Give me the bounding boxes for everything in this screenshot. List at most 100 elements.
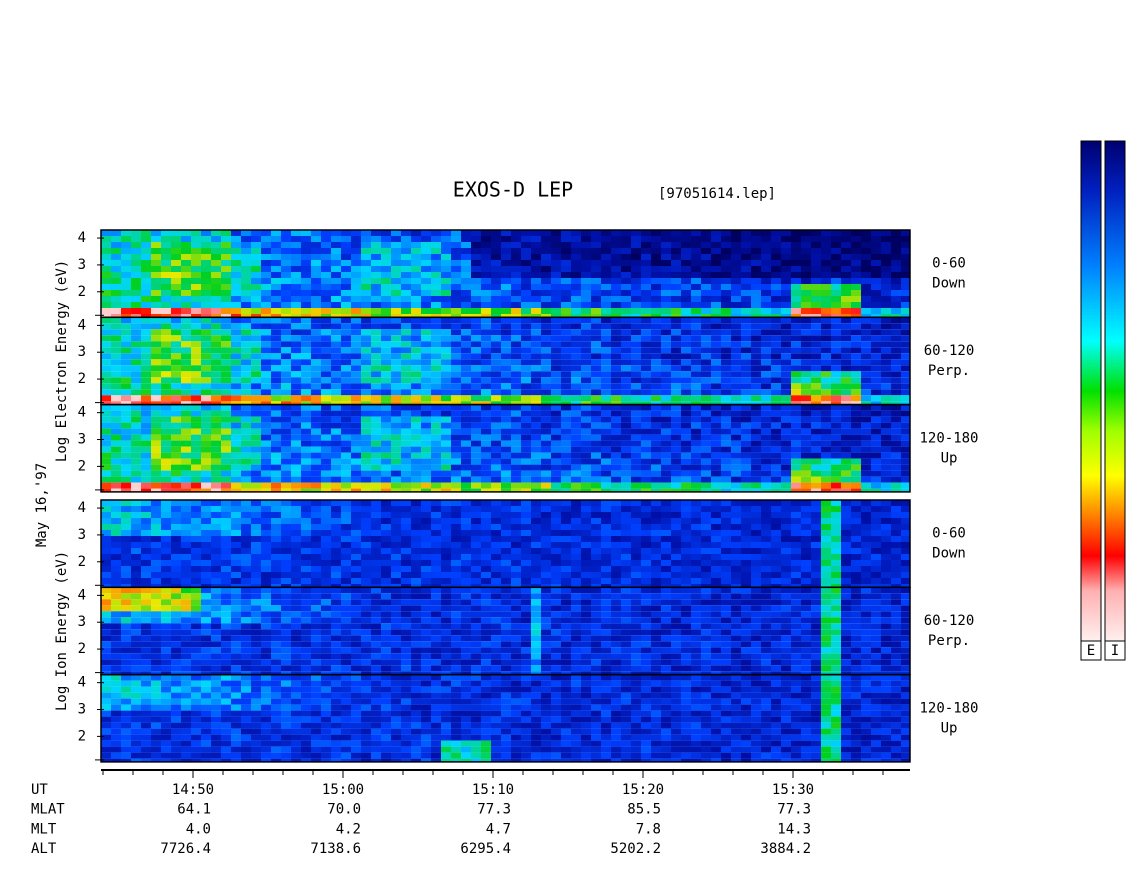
spectrogram-cell [701, 482, 711, 489]
spectrogram-cell [501, 500, 511, 506]
spectrogram-cell [481, 260, 491, 266]
spectrogram-cell [321, 542, 331, 548]
spectrogram-cell [471, 236, 481, 242]
spectrogram-cell [701, 371, 711, 378]
spectrogram-cell [481, 548, 491, 554]
spectrogram-cell [741, 272, 751, 278]
spectrogram-cell [841, 566, 851, 572]
spectrogram-cell [831, 314, 841, 318]
spectrogram-cell [461, 446, 471, 453]
spectrogram-cell [871, 401, 881, 405]
spectrogram-cell [871, 335, 881, 342]
spectrogram-cell [871, 242, 881, 248]
spectrogram-cell [871, 389, 881, 396]
spectrogram-cell [291, 470, 301, 477]
spectrogram-cell [391, 554, 401, 560]
spectrogram-cell [641, 530, 651, 536]
spectrogram-cell [421, 428, 431, 435]
spectrogram-cell [651, 488, 661, 492]
spectrogram-cell [531, 488, 541, 492]
spectrogram-cell [291, 365, 301, 372]
spectrogram-cell [481, 278, 491, 284]
spectrogram-cell [431, 242, 441, 248]
spectrogram-cell [551, 428, 561, 435]
spectrogram-cell [231, 542, 241, 548]
spectrogram-cell [671, 530, 681, 536]
spectrogram-cell [491, 572, 501, 578]
spectrogram-cell [811, 347, 821, 354]
spectrogram-cell [481, 347, 491, 354]
spectrogram-cell [191, 548, 201, 554]
spectrogram-cell [841, 242, 851, 248]
spectrogram-cell [161, 242, 171, 248]
spectrogram-cell [361, 242, 371, 248]
spectrogram-cell [131, 560, 141, 566]
spectrogram-cell [701, 242, 711, 248]
spectrogram-cell [111, 476, 121, 483]
spectrogram-cell [231, 410, 241, 417]
spectrogram-cell [641, 482, 651, 489]
spectrogram-cell [881, 353, 891, 360]
spectrogram-cell [531, 317, 541, 324]
spectrogram-cell [241, 317, 251, 324]
spectrogram-cell [141, 308, 151, 314]
spectrogram-cell [151, 383, 161, 390]
spectrogram-cell [131, 278, 141, 284]
spectrogram-cell [391, 506, 401, 512]
spectrogram-cell [691, 230, 701, 236]
spectrogram-cell [651, 236, 661, 242]
spectrogram-cell [281, 365, 291, 372]
spectrogram-cell [251, 260, 261, 266]
spectrogram-cell [371, 428, 381, 435]
spectrogram-cell [811, 542, 821, 548]
spectrogram-cell [201, 296, 211, 302]
spectrogram-cell [171, 524, 181, 530]
spectrogram-cell [621, 572, 631, 578]
spectrogram-cell [411, 404, 421, 411]
spectrogram-cell [101, 488, 111, 492]
spectrogram-cell [491, 284, 501, 290]
spectrogram-cell [211, 512, 221, 518]
spectrogram-cell [801, 428, 811, 435]
spectrogram-cell [341, 308, 351, 314]
spectrogram-cell [681, 242, 691, 248]
spectrogram-cell [751, 578, 761, 584]
spectrogram-cell [461, 284, 471, 290]
spectrogram-cell [271, 248, 281, 254]
spectrogram-cell [731, 548, 741, 554]
spectrogram-cell [391, 278, 401, 284]
spectrogram-cell [641, 290, 651, 296]
spectrogram-cell [391, 296, 401, 302]
spectrogram-cell [291, 308, 301, 314]
spectrogram-cell [781, 578, 791, 584]
spectrogram-cell [421, 572, 431, 578]
spectrogram-cell [901, 512, 910, 518]
spectrogram-cell [531, 404, 541, 411]
spectrogram-cell [181, 470, 191, 477]
spectrogram-cell [791, 446, 801, 453]
spectrogram-cell [881, 230, 891, 236]
spectrogram-cell [101, 236, 111, 242]
spectrogram-cell [361, 452, 371, 459]
spectrogram-cell [261, 359, 271, 366]
spectrogram-cell [121, 296, 131, 302]
spectrogram-cell [311, 422, 321, 429]
spectrogram-cell [321, 284, 331, 290]
spectrogram-cell [871, 410, 881, 417]
spectrogram-cell [761, 272, 771, 278]
spectrogram-cell [601, 230, 611, 236]
spectrogram-cell [271, 593, 281, 600]
spectrogram-cell [191, 452, 201, 459]
spectrogram-cell [101, 314, 111, 318]
spectrogram-cell [461, 341, 471, 348]
spectrogram-cell [511, 383, 521, 390]
spectrogram-cell [741, 260, 751, 266]
spectrogram-cell [391, 254, 401, 260]
spectrogram-cell [121, 359, 131, 366]
spectrogram-cell [451, 500, 461, 506]
spectrogram-cell [171, 365, 181, 372]
spectrogram-cell [471, 464, 481, 471]
spectrogram-cell [411, 506, 421, 512]
spectrogram-cell [411, 518, 421, 524]
spectrogram-cell [381, 482, 391, 489]
